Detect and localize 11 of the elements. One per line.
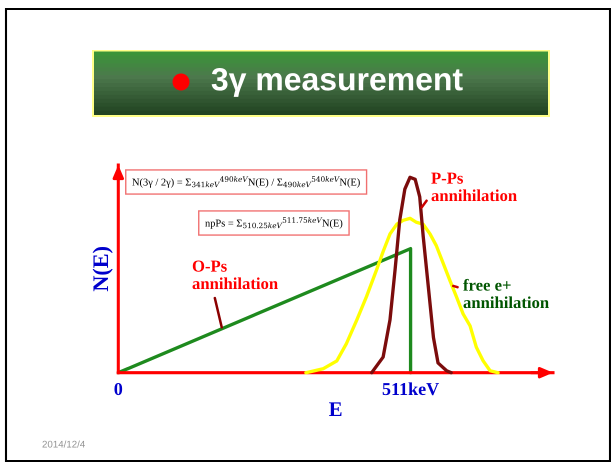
series-label: free e+ annihilation [463,278,549,308]
series-label: O-Ps annihilation [192,260,278,290]
x-tick-label: 511keV [382,382,439,396]
x-axis-title: E [329,402,342,416]
text: 2014/12/4 [42,440,85,448]
chart-title: 3γ measurement [212,68,463,97]
series-label: P-Ps annihilation [431,172,517,202]
annotation: npPs = Σ$_{510.25keV}$$^{511.75keV}$N(E) [205,217,342,229]
y-axis-title: N(E) [92,246,113,292]
annotation: N(3γ / 2γ) = Σ$_{341keV}$$^{490keV}$N(E) / Σ$_{490keV}$$^{540keV}$N(E) [132,176,360,188]
x-tick-label: 0 [114,382,122,396]
